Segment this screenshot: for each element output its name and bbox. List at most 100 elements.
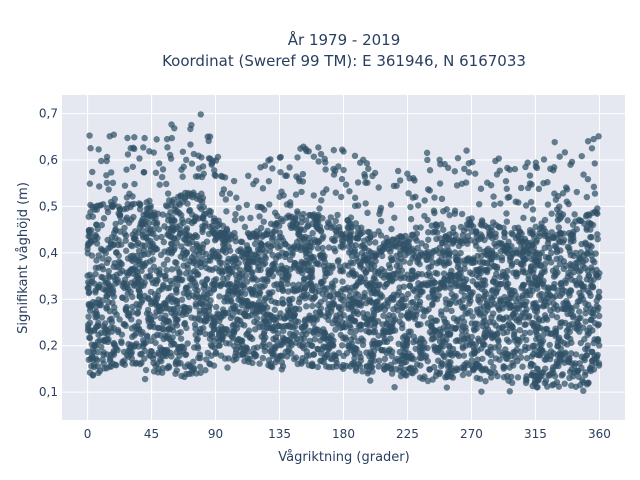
data-point <box>377 217 385 225</box>
data-point <box>164 212 172 220</box>
data-point <box>173 298 181 305</box>
data-point <box>568 158 576 166</box>
data-point <box>179 148 187 155</box>
data-point <box>242 312 249 320</box>
data-point <box>531 377 539 384</box>
data-point <box>395 340 402 348</box>
data-point <box>581 371 589 379</box>
data-point <box>175 193 182 201</box>
data-point <box>388 353 396 360</box>
data-point <box>163 266 170 274</box>
data-point <box>122 306 130 313</box>
data-point <box>559 190 567 197</box>
data-point <box>197 259 205 267</box>
data-point <box>237 238 245 245</box>
data-point <box>268 235 276 243</box>
data-point <box>277 168 284 176</box>
data-point <box>459 274 466 281</box>
y-tick-label: 0,2 <box>39 339 58 353</box>
data-point <box>205 155 213 162</box>
data-point <box>263 275 271 283</box>
data-point <box>182 251 189 258</box>
data-point <box>348 242 355 249</box>
data-point <box>168 266 176 273</box>
data-point <box>308 274 316 281</box>
data-point <box>156 181 163 188</box>
data-point <box>364 209 371 217</box>
data-point <box>573 367 581 375</box>
data-point <box>112 362 120 369</box>
data-point <box>484 298 491 305</box>
data-point <box>105 268 112 275</box>
data-point <box>589 284 597 291</box>
data-point <box>282 269 290 277</box>
data-point <box>556 209 563 216</box>
data-point <box>481 277 489 284</box>
data-point <box>402 295 409 303</box>
data-point <box>414 321 422 329</box>
data-point <box>174 282 181 289</box>
data-point <box>218 172 225 180</box>
data-point <box>424 250 432 258</box>
data-point <box>184 265 191 272</box>
data-point <box>553 314 561 321</box>
data-point <box>205 307 213 314</box>
data-point <box>357 357 364 364</box>
data-point <box>86 132 93 139</box>
data-point <box>584 342 591 349</box>
data-point <box>334 291 341 298</box>
data-point <box>561 149 569 156</box>
data-point <box>412 224 420 231</box>
data-point <box>576 308 583 315</box>
data-point <box>385 261 393 269</box>
data-point <box>421 197 428 204</box>
data-point <box>522 288 529 295</box>
data-point <box>112 234 119 242</box>
data-point <box>381 335 389 343</box>
data-point <box>409 255 416 262</box>
data-point <box>548 210 555 217</box>
data-point <box>93 357 101 364</box>
data-point <box>233 308 241 315</box>
data-point <box>336 263 344 270</box>
data-point <box>89 213 97 220</box>
data-point <box>460 366 468 373</box>
data-point <box>407 203 414 211</box>
data-point <box>352 367 360 374</box>
data-point <box>128 325 136 332</box>
data-point <box>387 248 394 255</box>
data-point <box>566 374 573 382</box>
data-point <box>418 240 425 247</box>
data-point <box>590 135 597 143</box>
data-point <box>160 238 167 246</box>
data-point <box>178 243 185 250</box>
data-point <box>412 304 420 311</box>
data-point <box>444 260 451 267</box>
data-point <box>301 318 308 325</box>
data-point <box>107 198 115 206</box>
data-point <box>530 323 538 330</box>
data-point <box>276 229 283 236</box>
data-point <box>112 220 119 228</box>
data-point <box>196 310 204 318</box>
data-point <box>393 270 400 277</box>
data-point <box>584 176 592 183</box>
data-point <box>423 308 430 315</box>
data-point <box>366 296 374 303</box>
data-point <box>564 273 572 280</box>
data-point <box>558 351 565 359</box>
data-point <box>231 342 238 350</box>
data-point <box>522 321 529 328</box>
data-point <box>297 335 305 343</box>
data-point <box>218 259 225 267</box>
data-point <box>468 320 476 327</box>
data-point <box>310 351 317 358</box>
data-point <box>85 289 93 297</box>
data-point <box>310 153 318 160</box>
data-point <box>318 197 325 204</box>
data-point <box>122 322 129 330</box>
data-point <box>116 211 124 219</box>
data-point <box>260 309 268 317</box>
data-point <box>410 175 417 182</box>
data-point <box>146 272 154 279</box>
